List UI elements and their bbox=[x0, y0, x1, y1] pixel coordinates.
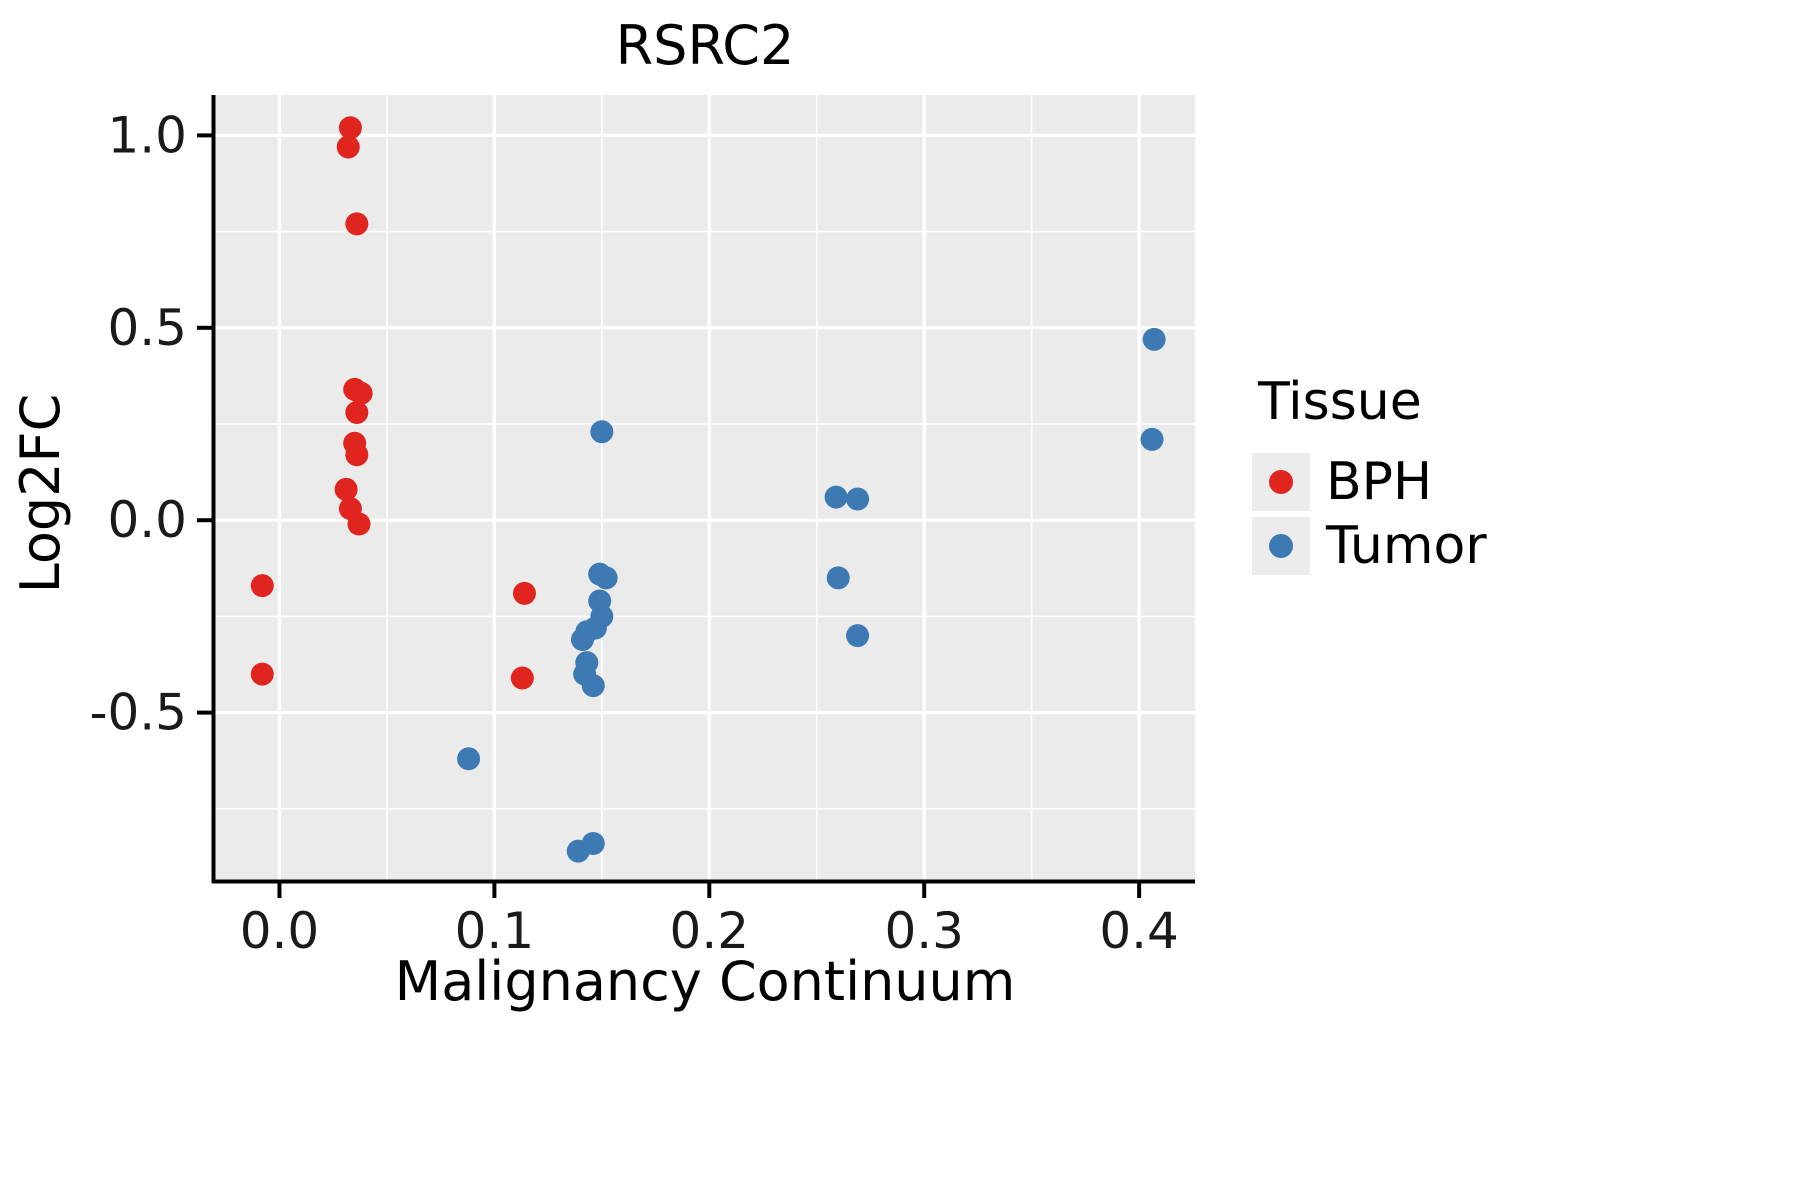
y-tick-label: 0.5 bbox=[107, 299, 187, 357]
data-point-tumor bbox=[590, 420, 614, 444]
legend: Tissue BPH Tumor bbox=[1252, 372, 1487, 578]
data-point-tumor bbox=[846, 624, 870, 648]
data-point-bph bbox=[512, 581, 536, 605]
data-point-bph bbox=[250, 662, 274, 686]
x-axis-label: Malignancy Continuum bbox=[394, 950, 1016, 1013]
legend-item-label: BPH bbox=[1326, 452, 1433, 512]
legend-title: Tissue bbox=[1258, 372, 1422, 432]
x-tick-label: 0.1 bbox=[455, 902, 535, 960]
legend-item-label: Tumor bbox=[1326, 516, 1487, 576]
y-tick-label: 0.0 bbox=[107, 491, 187, 549]
data-point-bph bbox=[345, 443, 369, 467]
data-point-tumor bbox=[594, 566, 618, 590]
legend-item-bph: BPH bbox=[1252, 450, 1487, 514]
data-point-tumor bbox=[826, 566, 850, 590]
data-point-tumor bbox=[457, 747, 481, 771]
data-point-bph bbox=[345, 212, 369, 236]
data-point-bph bbox=[349, 381, 373, 405]
data-point-tumor bbox=[1140, 427, 1164, 451]
data-point-bph bbox=[338, 116, 362, 140]
data-point-bph bbox=[510, 666, 534, 690]
x-tick-label: 0.0 bbox=[240, 902, 320, 960]
data-point-tumor bbox=[581, 831, 605, 855]
legend-item-tumor: Tumor bbox=[1252, 514, 1487, 578]
data-point-bph bbox=[336, 135, 360, 159]
data-point-bph bbox=[334, 477, 358, 501]
data-point-bph bbox=[250, 574, 274, 598]
legend-key bbox=[1252, 453, 1310, 511]
data-point-bph bbox=[345, 400, 369, 424]
data-point-tumor bbox=[571, 627, 594, 651]
chart-title: RSRC2 bbox=[615, 14, 795, 77]
data-point-tumor bbox=[846, 487, 870, 511]
legend-key bbox=[1252, 517, 1310, 575]
bph-dot-icon bbox=[1269, 470, 1293, 494]
y-tick-label: 1.0 bbox=[107, 106, 187, 164]
data-point-bph bbox=[347, 512, 371, 536]
x-tick-label: 0.3 bbox=[884, 902, 964, 960]
y-axis-label: Log2FC bbox=[9, 393, 72, 594]
data-point-tumor bbox=[1142, 327, 1166, 351]
plot-panel bbox=[215, 95, 1195, 880]
data-point-tumor bbox=[581, 674, 605, 698]
data-point-tumor bbox=[824, 485, 848, 509]
x-tick-label: 0.2 bbox=[670, 902, 750, 960]
tumor-dot-icon bbox=[1269, 534, 1293, 558]
x-tick-label: 0.4 bbox=[1099, 902, 1179, 960]
y-tick-label: -0.5 bbox=[89, 684, 187, 742]
